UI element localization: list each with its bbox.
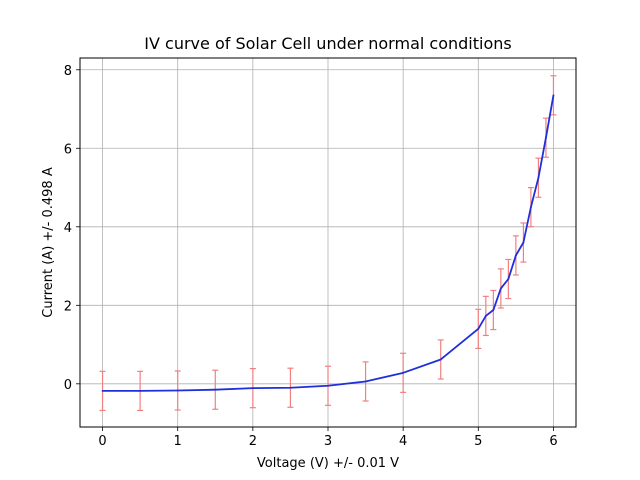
x-tick-label: 1 bbox=[174, 434, 182, 449]
data-point bbox=[484, 315, 487, 317]
data-point bbox=[507, 278, 510, 280]
data-point bbox=[327, 384, 329, 387]
y-axis-label: Current (A) +/- 0.498 A bbox=[41, 167, 56, 318]
data-point bbox=[477, 327, 480, 330]
y-tick-label: 0 bbox=[64, 378, 72, 393]
series-layer bbox=[99, 75, 557, 412]
y-tick-label: 6 bbox=[64, 142, 72, 157]
axis-ticks: 0 1 2 3 4 5 6 0 2 4 6 8 bbox=[64, 64, 558, 449]
data-point bbox=[499, 287, 502, 290]
data-point bbox=[139, 389, 142, 392]
chart-title: IV curve of Solar Cell under normal cond… bbox=[144, 34, 511, 53]
data-point bbox=[402, 371, 405, 374]
data-point bbox=[364, 380, 367, 383]
data-point bbox=[214, 388, 217, 391]
x-tick-label: 6 bbox=[549, 434, 557, 449]
x-tick-label: 3 bbox=[324, 434, 332, 449]
grid-lines bbox=[80, 58, 576, 427]
data-point bbox=[251, 387, 254, 390]
data-point bbox=[439, 358, 442, 361]
data-point bbox=[514, 254, 517, 257]
x-tick-label: 2 bbox=[249, 434, 257, 449]
data-point bbox=[101, 389, 104, 392]
y-tick-label: 8 bbox=[64, 64, 72, 79]
data-point bbox=[176, 389, 179, 392]
y-tick-label: 4 bbox=[64, 221, 72, 236]
x-tick-label: 4 bbox=[399, 434, 407, 449]
y-tick-label: 2 bbox=[64, 299, 72, 314]
x-tick-label: 5 bbox=[474, 434, 482, 449]
x-axis-label: Voltage (V) +/- 0.01 V bbox=[257, 456, 399, 471]
data-point bbox=[545, 136, 547, 139]
x-tick-label: 0 bbox=[98, 434, 106, 449]
data-point bbox=[522, 241, 525, 244]
data-point bbox=[552, 94, 555, 97]
data-point bbox=[492, 309, 495, 311]
data-point bbox=[530, 206, 532, 209]
data-point bbox=[537, 176, 540, 179]
data-point bbox=[289, 386, 292, 389]
